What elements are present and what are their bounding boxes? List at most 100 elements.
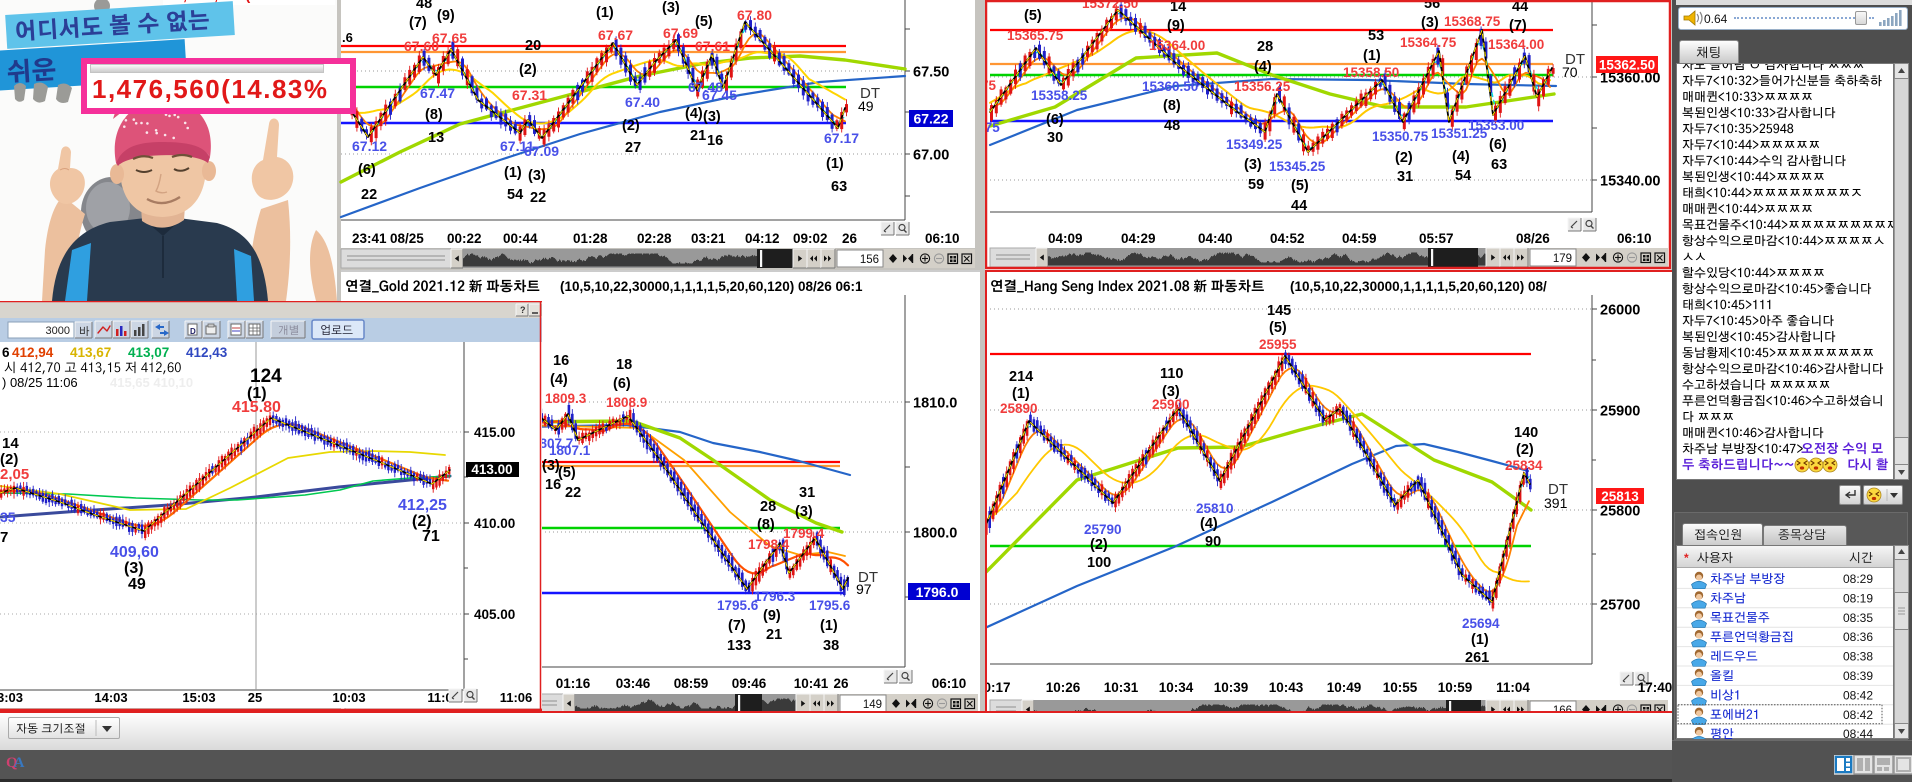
svg-text:06:10: 06:10: [1617, 231, 1652, 246]
svg-text:413.00: 413.00: [471, 462, 512, 477]
svg-text:413,07: 413,07: [128, 345, 169, 360]
svg-text:70: 70: [1562, 64, 1578, 80]
svg-text:49: 49: [858, 98, 874, 114]
svg-text:156: 156: [860, 254, 879, 266]
svg-text:67.47: 67.47: [420, 85, 455, 101]
svg-text:08:42: 08:42: [1843, 708, 1873, 722]
svg-text:15345.25: 15345.25: [1269, 159, 1326, 174]
svg-text:(5): (5): [695, 14, 713, 30]
svg-text:11:06: 11:06: [500, 690, 533, 705]
svg-text:(6): (6): [613, 376, 631, 392]
svg-text:412,94: 412,94: [12, 345, 54, 360]
svg-text:1799.4: 1799.4: [783, 526, 825, 541]
svg-text:(5): (5): [558, 465, 576, 481]
svg-text:08:42: 08:42: [1843, 688, 1873, 702]
svg-text:D: D: [190, 327, 196, 336]
svg-text:67.50: 67.50: [913, 65, 949, 81]
svg-text:DT: DT: [860, 85, 880, 102]
svg-text:413,67: 413,67: [70, 345, 111, 360]
svg-text:35: 35: [0, 509, 16, 525]
svg-text:48: 48: [416, 0, 432, 12]
svg-text:DT: DT: [1548, 481, 1568, 498]
svg-text:412,43: 412,43: [186, 345, 228, 360]
svg-text:13: 13: [428, 130, 444, 146]
svg-text:3000: 3000: [46, 325, 70, 337]
svg-text:(4): (4): [1200, 516, 1218, 532]
svg-text:04:29: 04:29: [1121, 231, 1156, 246]
svg-text:10:03: 10:03: [332, 690, 365, 705]
svg-text:08:39: 08:39: [1843, 669, 1873, 683]
svg-text:410.00: 410.00: [474, 516, 515, 531]
svg-text:412,25: 412,25: [398, 497, 447, 514]
svg-text:1795.6: 1795.6: [809, 598, 851, 613]
svg-text:415,65 410,10: 415,65 410,10: [110, 375, 193, 390]
svg-text:01:16: 01:16: [556, 676, 591, 691]
svg-text:179: 179: [1553, 253, 1572, 265]
svg-text:21: 21: [766, 627, 782, 643]
svg-text:25890: 25890: [1000, 401, 1038, 416]
svg-text:03:46: 03:46: [616, 676, 651, 691]
svg-text:08:29: 08:29: [1843, 572, 1873, 586]
svg-text:14: 14: [2, 435, 19, 452]
svg-text:26: 26: [833, 676, 849, 691]
svg-text:90: 90: [1205, 534, 1221, 550]
svg-text:09:02: 09:02: [793, 231, 828, 246]
svg-text:14:03: 14:03: [94, 690, 127, 705]
svg-text:7: 7: [0, 529, 8, 546]
svg-text:10:59: 10:59: [1438, 680, 1473, 695]
svg-text:25813: 25813: [1601, 489, 1639, 504]
svg-text:28: 28: [1257, 39, 1273, 55]
svg-text:25955: 25955: [1259, 337, 1297, 352]
svg-text:08:19: 08:19: [1843, 591, 1873, 605]
svg-text:2,05: 2,05: [0, 466, 29, 483]
svg-text:04:52: 04:52: [1270, 231, 1305, 246]
svg-text:(2): (2): [0, 451, 18, 468]
svg-text:(1): (1): [247, 385, 267, 402]
svg-text:15358.50: 15358.50: [1343, 65, 1399, 80]
svg-text:09:46: 09:46: [732, 676, 767, 691]
svg-text:18: 18: [616, 357, 632, 373]
svg-text:(8): (8): [1163, 98, 1181, 114]
svg-text:(3): (3): [703, 109, 721, 125]
svg-text:06:10: 06:10: [932, 676, 967, 691]
svg-text:97: 97: [856, 581, 872, 597]
svg-text:75: 75: [985, 78, 997, 93]
svg-text:1796.3: 1796.3: [754, 589, 796, 604]
svg-text:?: ?: [520, 305, 526, 315]
svg-text:38: 38: [823, 638, 839, 654]
svg-text:0:17: 0:17: [985, 680, 1011, 695]
svg-text:22: 22: [361, 187, 377, 203]
svg-text:10:34: 10:34: [1159, 680, 1194, 695]
svg-text:56: 56: [1424, 0, 1440, 12]
svg-text:(9): (9): [1167, 18, 1185, 34]
svg-text:01:28: 01:28: [573, 231, 608, 246]
svg-text:08:35: 08:35: [1843, 611, 1873, 625]
svg-text:15364.75: 15364.75: [1400, 35, 1457, 50]
svg-text:(2): (2): [1395, 150, 1413, 166]
svg-text:22: 22: [530, 190, 546, 206]
svg-text:(2): (2): [1516, 442, 1534, 458]
svg-text:67.22: 67.22: [913, 111, 948, 127]
svg-text:1807.1: 1807.1: [549, 443, 591, 458]
svg-text:15360.50: 15360.50: [1142, 79, 1198, 94]
svg-text:59: 59: [1248, 177, 1264, 193]
svg-text:54: 54: [507, 187, 523, 203]
svg-text:(9): (9): [763, 608, 781, 624]
svg-text:(8): (8): [425, 107, 443, 123]
svg-text:1809.3: 1809.3: [545, 391, 587, 406]
svg-text:(2): (2): [412, 513, 432, 530]
svg-text:) 08/25 11:06: ) 08/25 11:06: [2, 375, 78, 390]
svg-text:15372.50: 15372.50: [1082, 0, 1138, 11]
svg-text:23:41: 23:41: [352, 231, 387, 246]
svg-text:409,60: 409,60: [110, 544, 159, 561]
svg-text:(2): (2): [1090, 537, 1108, 553]
svg-text:10:26: 10:26: [1046, 680, 1081, 695]
svg-text:15:03: 15:03: [182, 690, 215, 705]
svg-text:(1): (1): [1471, 632, 1489, 648]
svg-text:10:55: 10:55: [1383, 680, 1418, 695]
svg-text:44: 44: [1291, 198, 1307, 214]
svg-text:67.61: 67.61: [695, 38, 730, 54]
svg-text:20: 20: [525, 38, 541, 54]
svg-text:08:44: 08:44: [1843, 727, 1873, 739]
svg-text:(1): (1): [596, 5, 614, 21]
